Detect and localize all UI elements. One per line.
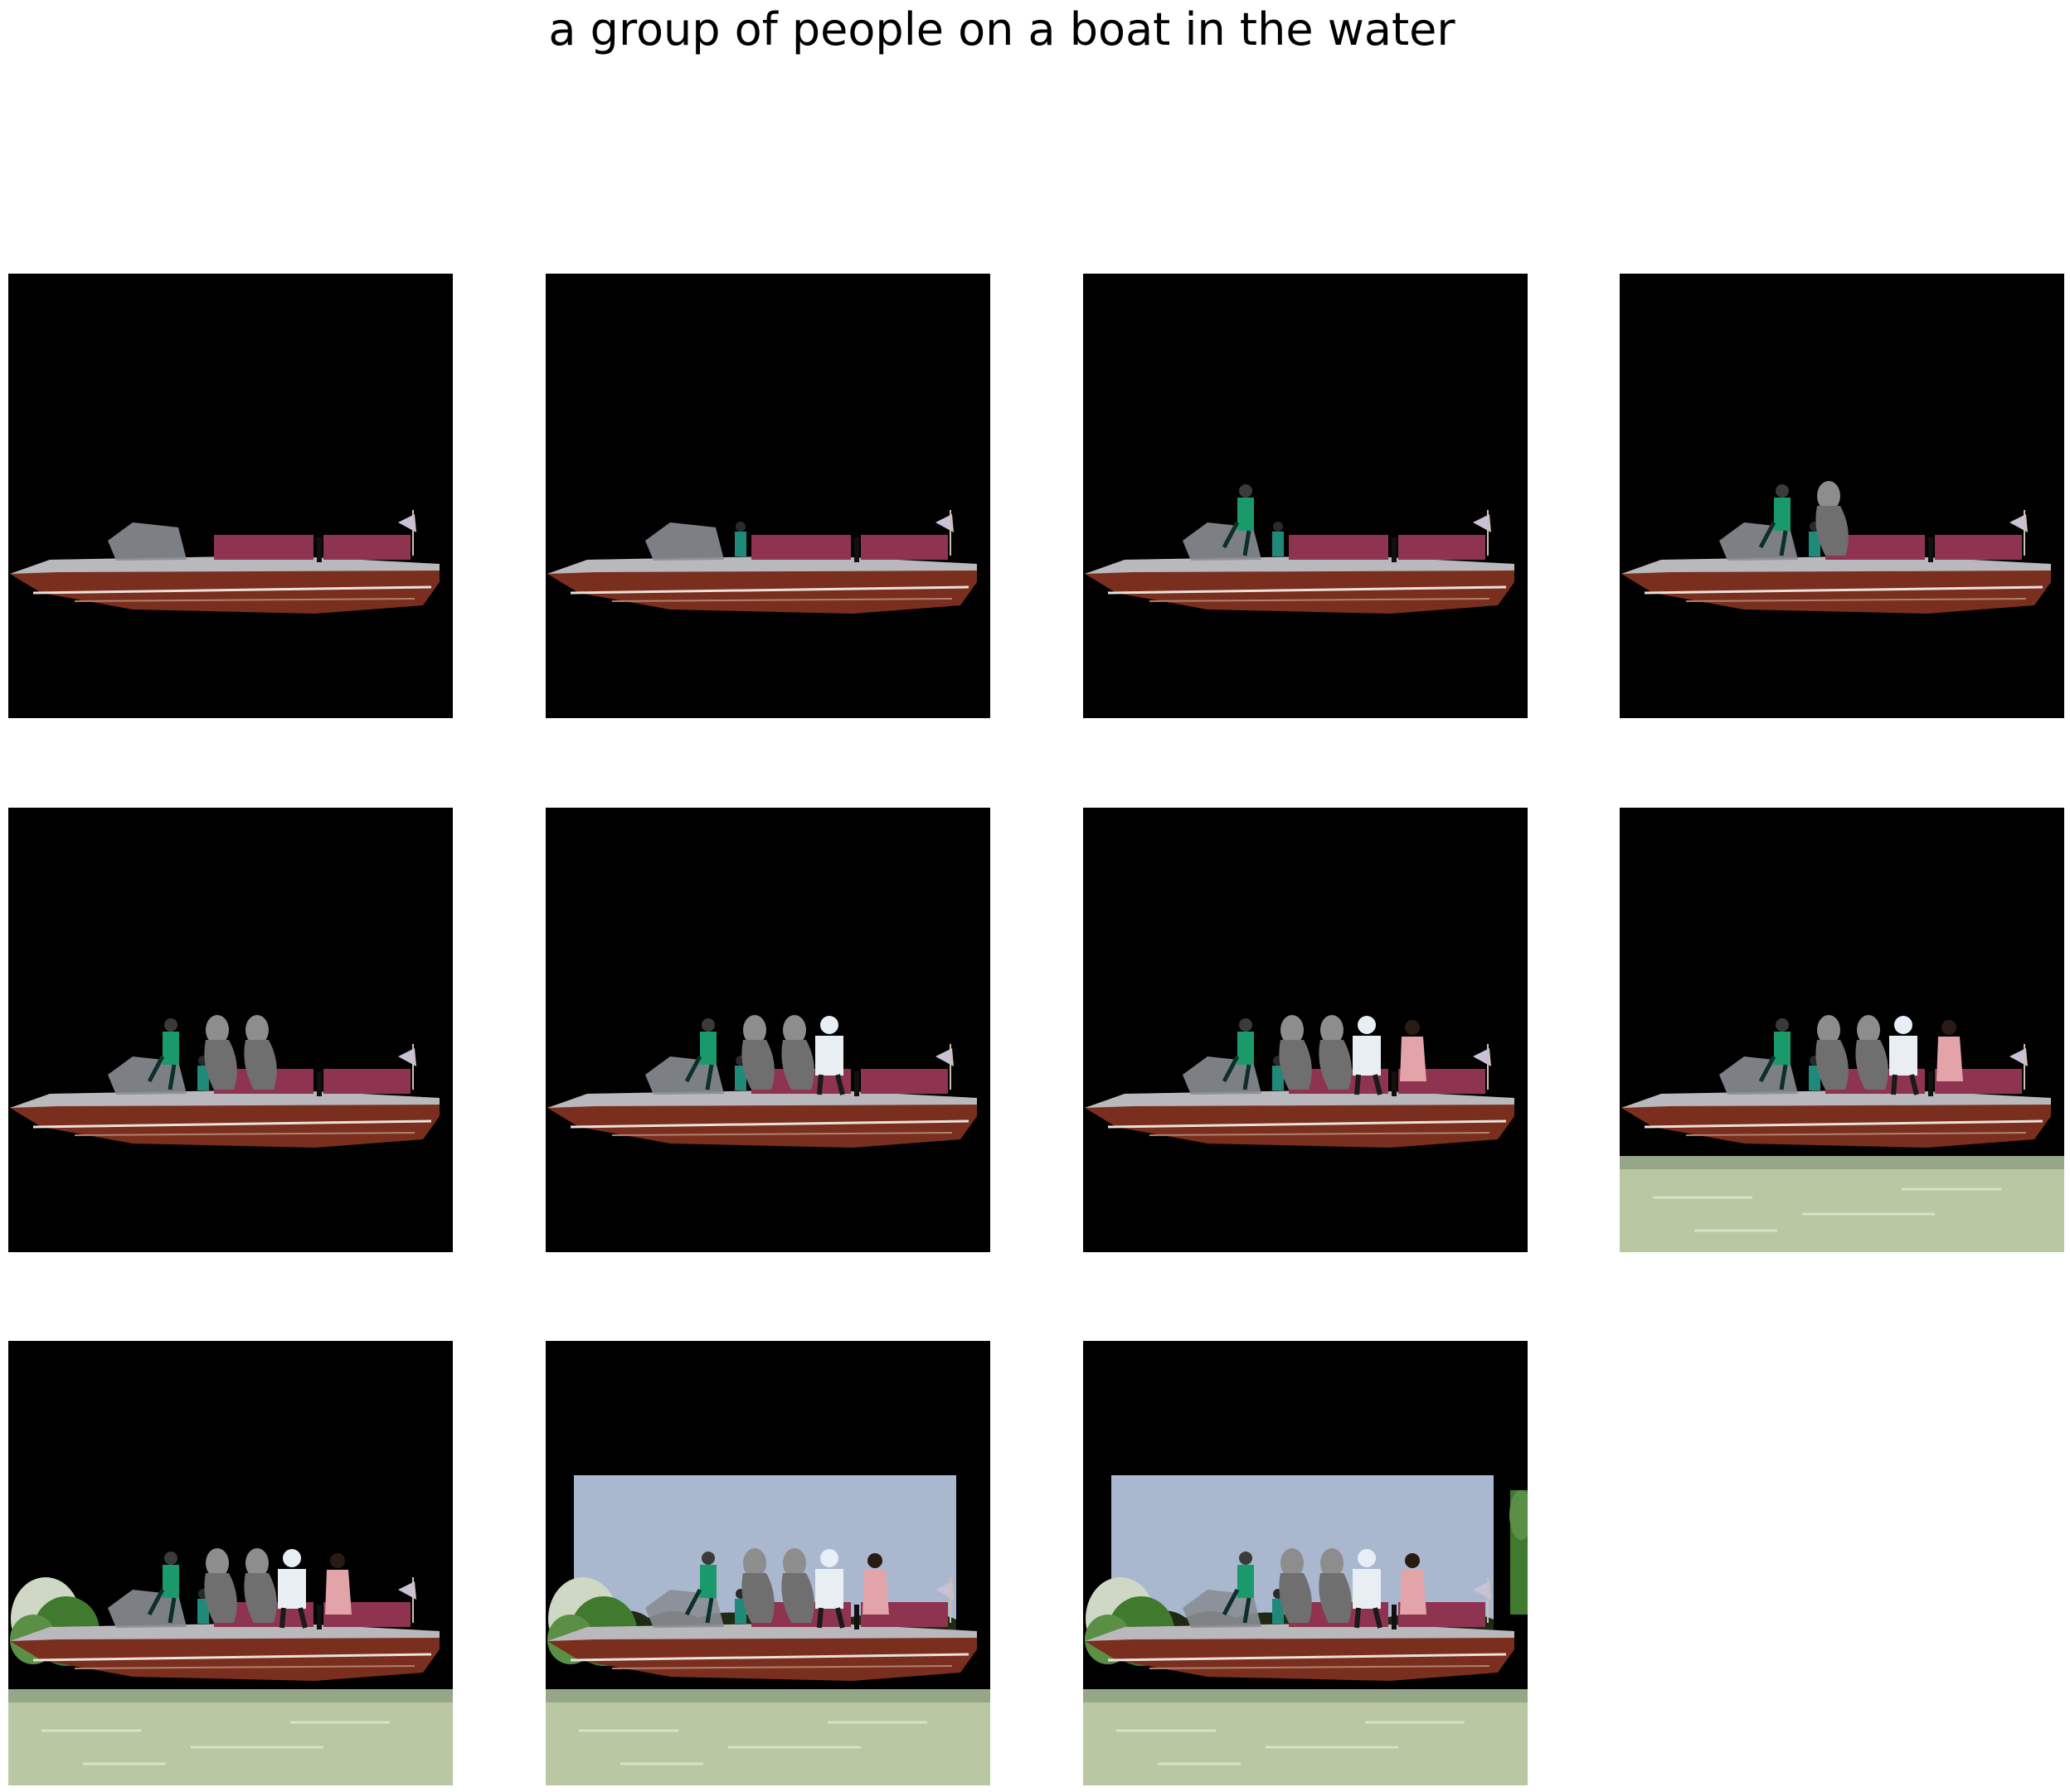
gray-figure-2-layer xyxy=(1855,1015,1888,1090)
person-green-layer xyxy=(1222,1552,1254,1624)
gray-figure-2-layer xyxy=(1319,1548,1352,1623)
gray-figure-1-layer xyxy=(741,1015,775,1090)
composition-step-5 xyxy=(8,808,453,1252)
gray-figure-1-layer xyxy=(204,1015,237,1090)
person-green-layer xyxy=(1758,484,1791,556)
person-white-helmet-layer xyxy=(815,1549,845,1629)
tree-right-layer xyxy=(1509,1490,1528,1615)
person-white-helmet-layer xyxy=(1889,1016,1919,1095)
boat-layer xyxy=(1085,510,1514,614)
person-green-layer xyxy=(684,1552,717,1624)
composition-step-4 xyxy=(1620,274,2064,718)
gray-figure-2-layer xyxy=(1319,1015,1352,1090)
gray-figure-2-layer xyxy=(781,1015,814,1090)
gray-figure-2-layer xyxy=(244,1548,277,1623)
gray-figure-1-layer xyxy=(1815,481,1849,556)
person-white-helmet-layer xyxy=(1353,1016,1382,1095)
water-layer xyxy=(1620,1156,2064,1252)
composition-step-11 xyxy=(1083,1341,1528,1785)
person-green-layer xyxy=(1758,1018,1791,1090)
composition-step-2 xyxy=(546,274,990,718)
gray-figure-1-layer xyxy=(204,1548,237,1623)
composition-step-1 xyxy=(8,274,453,718)
composition-step-8 xyxy=(1620,808,2064,1252)
person-pink-layer xyxy=(862,1553,889,1615)
boat-layer xyxy=(1621,510,2051,614)
boat-layer xyxy=(10,1577,440,1681)
boat-layer xyxy=(547,1044,977,1148)
person-pink-layer xyxy=(1936,1020,1963,1081)
boat-layer xyxy=(547,1577,977,1681)
person-pink-layer xyxy=(1400,1553,1426,1615)
gray-figure-2-layer xyxy=(244,1015,277,1090)
gray-figure-1-layer xyxy=(1279,1015,1312,1090)
small-person-layer xyxy=(735,522,746,556)
gray-figure-2-layer xyxy=(781,1548,814,1623)
boat-layer xyxy=(1085,1044,1514,1148)
boat-layer xyxy=(547,510,977,614)
person-white-helmet-layer xyxy=(278,1549,308,1629)
person-white-helmet-layer xyxy=(815,1016,845,1095)
composition-step-6 xyxy=(546,808,990,1252)
gray-figure-1-layer xyxy=(1279,1548,1312,1623)
water-layer xyxy=(546,1689,990,1785)
gray-figure-1-layer xyxy=(1815,1015,1849,1090)
gray-figure-1-layer xyxy=(741,1548,775,1623)
water-layer xyxy=(8,1689,453,1785)
person-green-layer xyxy=(684,1018,717,1090)
person-pink-layer xyxy=(1400,1020,1426,1081)
person-white-helmet-layer xyxy=(1353,1549,1382,1629)
person-green-layer xyxy=(1222,1018,1254,1090)
person-pink-layer xyxy=(325,1553,352,1615)
boat-layer xyxy=(10,510,440,614)
person-green-layer xyxy=(147,1018,179,1090)
composition-step-7 xyxy=(1083,808,1528,1252)
water-layer xyxy=(1083,1689,1528,1785)
composition-step-10 xyxy=(546,1341,990,1785)
person-green-layer xyxy=(147,1552,179,1624)
composition-step-3 xyxy=(1083,274,1528,718)
person-green-layer xyxy=(1222,484,1254,556)
small-person-layer xyxy=(1272,522,1284,556)
figure-caption: a group of people on a boat in the water xyxy=(548,3,1455,56)
composition-step-9 xyxy=(8,1341,453,1785)
